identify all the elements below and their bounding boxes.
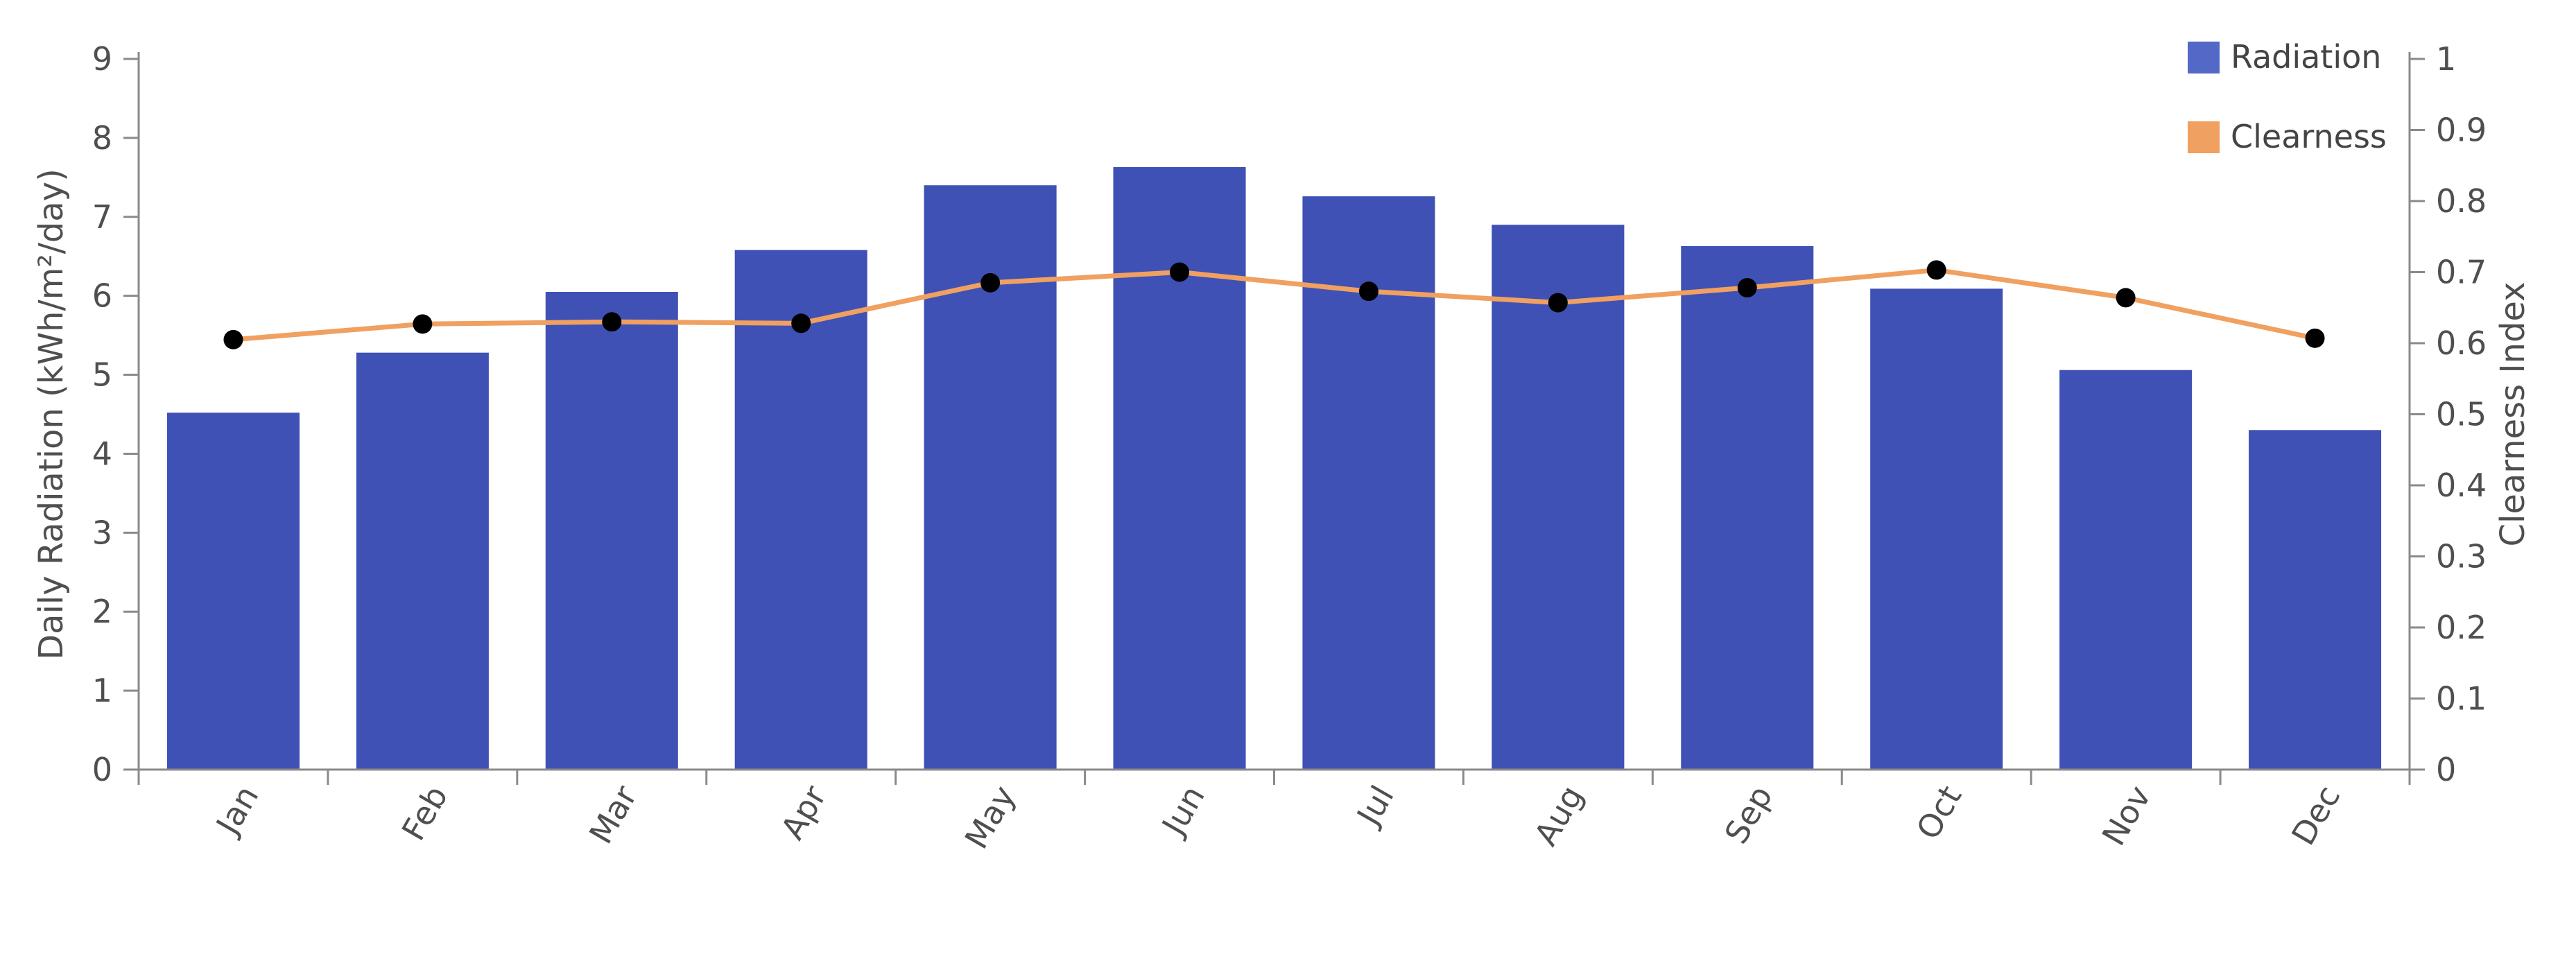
y-axis-title-left: Daily Radiation (kWh/m²/day) <box>32 168 71 660</box>
clearness-point-jul <box>1358 281 1378 302</box>
legend-swatch-clearness <box>2188 121 2220 153</box>
legend-label-radiation: Radiation <box>2231 38 2381 76</box>
y-left-tick-label: 4 <box>92 435 112 472</box>
y-left-tick-label: 0 <box>92 751 112 788</box>
radiation-bar-nov <box>2059 370 2193 770</box>
radiation-bar-jun <box>1113 167 1246 770</box>
radiation-bar-jan <box>166 413 300 770</box>
clearness-point-sep <box>1737 278 1757 298</box>
y-left-tick-label: 1 <box>92 672 112 709</box>
radiation-bar-oct <box>1870 288 2003 770</box>
axes <box>123 52 2425 785</box>
y-axis-title-right: Clearness Index <box>2493 281 2532 546</box>
clearness-line-group <box>223 260 2325 349</box>
y-right-tick-label: 0 <box>2436 751 2456 788</box>
clearness-point-jan <box>223 329 243 349</box>
y-left-tick-label: 8 <box>92 119 112 157</box>
y-right-tick-label: 0.5 <box>2436 396 2487 433</box>
y-right-tick-label: 0.6 <box>2436 324 2487 362</box>
clearness-point-mar <box>602 312 622 332</box>
y-right-tick-label: 1 <box>2436 40 2456 78</box>
y-right-tick-label: 0.3 <box>2436 538 2487 575</box>
y-right-tick-label: 0.4 <box>2436 467 2487 504</box>
y-right-tick-label: 0.9 <box>2436 112 2487 149</box>
radiation-bar-may <box>924 185 1057 770</box>
clearness-point-aug <box>1548 293 1568 313</box>
radiation-bar-dec <box>2249 430 2382 770</box>
radiation-bar-apr <box>734 250 867 770</box>
legend: Radiation Clearness <box>2188 38 2387 155</box>
y-left-tick-label: 7 <box>92 198 112 236</box>
y-right-tick-label: 0.7 <box>2436 254 2487 291</box>
clearness-point-apr <box>791 313 811 333</box>
clearness-point-feb <box>413 314 433 334</box>
radiation-bar-feb <box>356 352 489 770</box>
y-right-tick-label: 0.8 <box>2436 182 2487 220</box>
clearness-point-may <box>980 272 1001 293</box>
clearness-point-oct <box>1926 260 1946 280</box>
legend-label-clearness: Clearness <box>2231 118 2387 155</box>
clearness-point-dec <box>2305 328 2325 348</box>
y-right-tick-label: 0.1 <box>2436 680 2487 718</box>
y-left-tick-label: 5 <box>92 356 112 394</box>
clearness-line <box>233 267 2316 342</box>
clearness-point-jun <box>1170 262 1190 282</box>
legend-swatch-radiation <box>2188 42 2220 73</box>
radiation-bar-mar <box>545 291 678 770</box>
y-right-tick-label: 0.2 <box>2436 609 2487 646</box>
radiation-bar-sep <box>1681 245 1814 770</box>
y-left-tick-label: 6 <box>92 277 112 315</box>
radiation-bars <box>166 167 2382 770</box>
clearness-point-nov <box>2116 288 2136 308</box>
y-left-tick-label: 2 <box>92 593 112 630</box>
y-left-tick-label: 9 <box>92 40 112 78</box>
radiation-bar-aug <box>1492 225 1625 770</box>
y-left-tick-label: 3 <box>92 514 112 551</box>
